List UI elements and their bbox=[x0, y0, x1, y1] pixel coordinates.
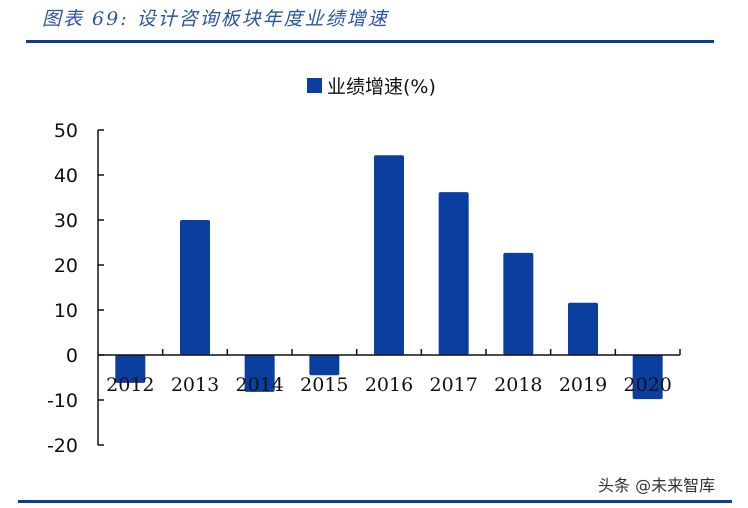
chart-title: 图表 69: 设计咨询板块年度业绩增速 bbox=[42, 8, 389, 30]
legend-label: 业绩增速(%) bbox=[327, 76, 436, 98]
footer-divider bbox=[18, 500, 498, 503]
x-tick-label: 2019 bbox=[559, 374, 607, 396]
x-tick-label: 2016 bbox=[365, 374, 413, 396]
x-tick-label: 2017 bbox=[429, 374, 477, 396]
bar bbox=[309, 355, 340, 376]
bar bbox=[503, 252, 534, 355]
title-divider bbox=[26, 40, 714, 43]
watermark: 头条 @未来智库 bbox=[598, 476, 716, 495]
bar bbox=[568, 302, 598, 355]
bar bbox=[438, 192, 469, 355]
x-tick-label: 2020 bbox=[623, 374, 671, 396]
y-tick-label: 20 bbox=[54, 255, 78, 277]
x-tick-label: 2012 bbox=[106, 374, 154, 396]
y-tick-label: 10 bbox=[54, 300, 78, 322]
x-tick-label: 2014 bbox=[235, 374, 283, 396]
x-tick-label: 2013 bbox=[171, 374, 219, 396]
legend-swatch bbox=[307, 78, 322, 93]
y-tick-label: 50 bbox=[54, 120, 78, 142]
y-tick-label: 40 bbox=[54, 165, 78, 187]
y-tick-label: 30 bbox=[54, 210, 78, 232]
bar bbox=[180, 220, 210, 355]
y-tick-label: -10 bbox=[47, 390, 78, 412]
x-tick-label: 2015 bbox=[300, 374, 348, 396]
footer-divider-right bbox=[498, 500, 732, 503]
y-tick-label: 0 bbox=[66, 345, 78, 367]
bar bbox=[374, 155, 404, 355]
legend: 业绩增速(%) bbox=[307, 72, 436, 99]
bar bbox=[632, 355, 663, 400]
bar bbox=[115, 355, 146, 383]
x-tick-label: 2018 bbox=[494, 374, 542, 396]
y-tick-label: -20 bbox=[47, 435, 78, 457]
bar bbox=[244, 355, 275, 392]
